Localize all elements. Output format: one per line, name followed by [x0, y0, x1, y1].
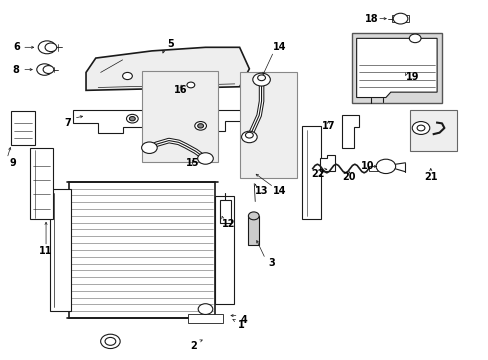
Circle shape [126, 114, 138, 123]
Circle shape [198, 304, 212, 315]
Text: 14: 14 [272, 42, 286, 52]
Bar [391, 15, 408, 22]
Text: 16: 16 [174, 85, 187, 95]
Circle shape [38, 41, 56, 54]
Bar [30, 148, 53, 220]
Circle shape [375, 159, 395, 174]
Bar [50, 189, 71, 311]
Polygon shape [341, 116, 358, 148]
Bar [302, 126, 320, 220]
Circle shape [248, 212, 259, 220]
Text: 19: 19 [405, 72, 419, 82]
Bar [142, 71, 217, 162]
Text: 7: 7 [64, 118, 71, 128]
Circle shape [197, 124, 203, 128]
Text: 3: 3 [267, 258, 274, 268]
Bar [368, 166, 377, 171]
Circle shape [122, 72, 132, 80]
Circle shape [37, 64, 52, 75]
Bar [239, 72, 297, 178]
Circle shape [392, 13, 407, 24]
Circle shape [241, 131, 257, 143]
Bar [248, 216, 259, 244]
Polygon shape [73, 110, 244, 134]
Polygon shape [86, 47, 249, 90]
Bar [11, 111, 35, 145]
Text: 11: 11 [39, 246, 53, 256]
Bar [220, 200, 230, 223]
Circle shape [43, 66, 54, 73]
Circle shape [101, 334, 120, 348]
Text: 17: 17 [321, 121, 334, 131]
Bar [409, 110, 456, 151]
Circle shape [416, 125, 424, 131]
Circle shape [105, 337, 116, 345]
Text: 20: 20 [342, 172, 355, 182]
Circle shape [245, 132, 253, 138]
Circle shape [257, 75, 265, 81]
Text: 12: 12 [222, 219, 235, 229]
Text: 8: 8 [13, 64, 20, 75]
Circle shape [45, 43, 57, 51]
Circle shape [408, 34, 420, 42]
Polygon shape [320, 155, 334, 171]
Bar [188, 315, 222, 323]
Circle shape [186, 82, 194, 88]
Text: 4: 4 [241, 315, 247, 325]
Circle shape [252, 73, 270, 86]
Text: 18: 18 [364, 14, 377, 24]
Bar [69, 182, 215, 318]
Text: 6: 6 [13, 42, 20, 52]
Circle shape [197, 153, 213, 164]
Bar [351, 33, 441, 103]
Text: 9: 9 [9, 158, 16, 168]
Polygon shape [356, 39, 436, 98]
Circle shape [129, 117, 135, 121]
Circle shape [411, 122, 429, 134]
Text: 5: 5 [167, 40, 173, 49]
Bar [215, 196, 233, 304]
Text: 14: 14 [272, 186, 286, 197]
Text: 1: 1 [238, 320, 244, 330]
Text: 22: 22 [310, 168, 324, 179]
Text: 15: 15 [185, 158, 199, 168]
Text: 2: 2 [189, 341, 196, 351]
Text: 21: 21 [423, 172, 437, 182]
Circle shape [142, 142, 157, 153]
Text: 13: 13 [254, 186, 268, 197]
Circle shape [194, 122, 206, 130]
Text: 10: 10 [360, 161, 373, 171]
